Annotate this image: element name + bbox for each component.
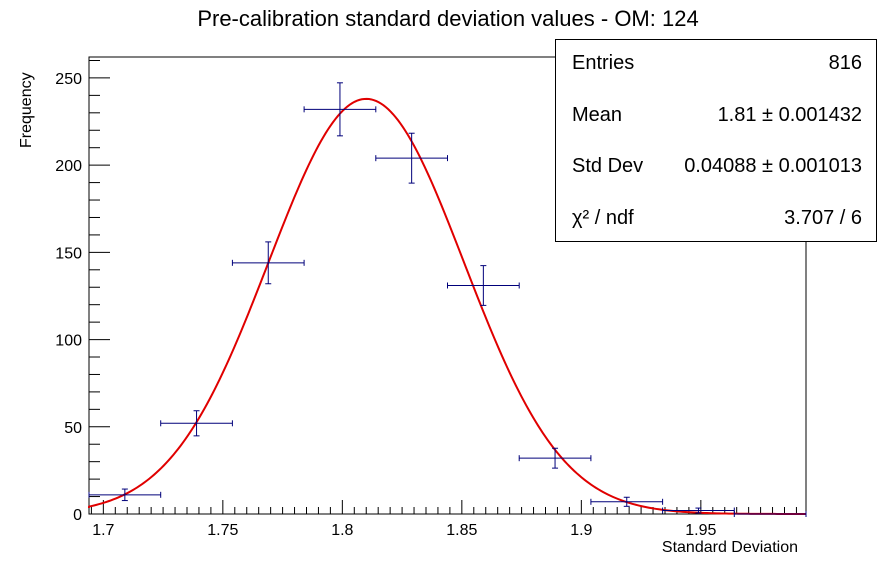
y-tick-label: 0 [73, 507, 82, 524]
stats-entries-value: 816 [828, 52, 862, 74]
x-tick-label: 1.75 [207, 522, 238, 539]
x-tick-label: 1.9 [570, 522, 592, 539]
x-tick-label: 1.8 [331, 522, 353, 539]
y-axis-label: Frequency [18, 72, 35, 148]
stats-box: Entries 816 Mean 1.81 ± 0.001432 Std Dev… [555, 39, 877, 242]
stats-std-value: 0.04088 ± 0.001013 [684, 155, 862, 177]
x-tick-label: 1.95 [685, 522, 716, 539]
y-tick-label: 200 [55, 158, 82, 175]
y-tick-label: 250 [55, 71, 82, 88]
stats-std-label: Std Dev [572, 155, 644, 177]
stats-chi2-value: 3.707 / 6 [784, 207, 862, 229]
stats-entries-label: Entries [572, 52, 635, 74]
y-tick-label: 100 [55, 333, 82, 350]
stats-mean-value: 1.81 ± 0.001432 [717, 104, 862, 126]
stats-chi2-label: χ² / ndf [572, 207, 634, 229]
plot-frame [88, 56, 807, 515]
x-axis-label: Standard Deviation [661, 539, 798, 556]
stats-mean-label: Mean [572, 104, 623, 126]
x-tick-label: 1.7 [92, 522, 114, 539]
y-tick-label: 50 [64, 420, 82, 437]
chart-title: Pre-calibration standard deviation value… [197, 6, 699, 31]
y-tick-label: 150 [55, 245, 82, 262]
x-tick-label: 1.85 [446, 522, 477, 539]
gaussian-fit-curve [88, 97, 806, 515]
